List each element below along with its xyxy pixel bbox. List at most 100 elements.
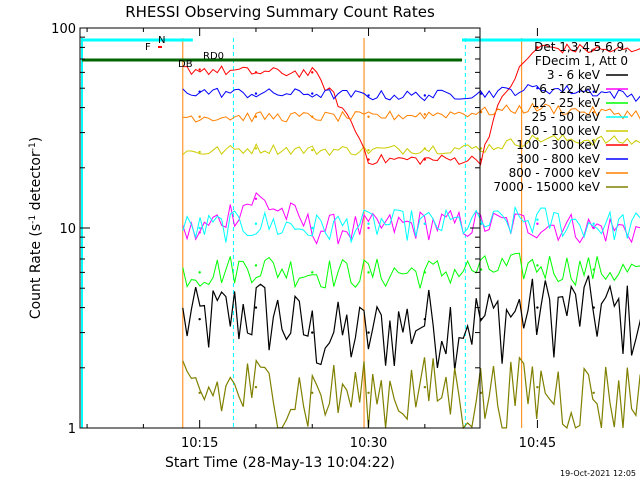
data-point-3-3 <box>367 222 370 225</box>
data-point-8-4 <box>423 385 427 389</box>
data-point-2-6 <box>536 264 539 267</box>
data-point-0-0 <box>198 317 201 321</box>
data-point-3-6 <box>536 218 539 221</box>
data-point-8-6 <box>536 385 539 389</box>
data-point-4-5 <box>479 147 483 150</box>
legend-entry-label-0: 3 - 6 keV <box>547 68 601 82</box>
data-point-6-0 <box>198 90 201 93</box>
data-point-3-4 <box>423 222 427 225</box>
data-point-5-0 <box>198 68 201 71</box>
data-point-3-2 <box>311 226 314 230</box>
data-point-7-0 <box>198 115 201 118</box>
data-point-2-3 <box>367 271 370 274</box>
legend-entry-label-1: 6 - 12 keV <box>539 82 601 96</box>
series-line-0 <box>182 275 640 371</box>
plot-area: NF RD0 DB <box>79 27 640 430</box>
flag-label-RD0: RD0 <box>203 51 224 62</box>
legend: Det 1,3,4,5,6,9,FDecim 1, Att 03 - 6 keV… <box>493 40 628 194</box>
data-point-8-5 <box>479 391 483 394</box>
data-point-0-2 <box>311 331 314 334</box>
data-point-5-2 <box>311 71 314 74</box>
data-point-2-1 <box>254 264 258 267</box>
legend-entry-label-5: 100 - 300 keV <box>516 138 600 152</box>
y-tick-label-2: 100 <box>51 22 76 37</box>
data-point-7-4 <box>423 113 427 116</box>
flag-label-DB: DB <box>178 59 193 70</box>
data-point-5-5 <box>479 158 483 161</box>
data-point-7-7 <box>592 110 595 114</box>
data-point-2-2 <box>311 271 314 274</box>
y-tick-label-1: 10 <box>59 222 76 237</box>
series-line-5 <box>182 43 640 166</box>
data-point-0-6 <box>536 306 539 309</box>
data-point-5-3 <box>367 158 370 161</box>
x-tick-label-2: 10:45 <box>519 436 556 451</box>
data-point-1-1 <box>254 197 258 200</box>
series-line-6 <box>182 83 640 103</box>
data-point-5-6 <box>536 46 539 49</box>
data-point-0-7 <box>592 306 595 309</box>
data-point-6-1 <box>254 92 258 95</box>
data-point-5-7 <box>592 48 595 51</box>
data-point-1-3 <box>367 226 370 230</box>
flag-label-F: F <box>145 42 151 53</box>
data-point-7-6 <box>536 106 539 109</box>
data-point-6-2 <box>311 92 314 95</box>
data-point-6-3 <box>367 94 370 97</box>
legend-header-0: Det 1,3,4,5,6,9, <box>534 40 628 54</box>
series-line-4 <box>182 133 640 157</box>
data-point-7-1 <box>254 115 258 118</box>
flag-label-N: N <box>158 35 165 46</box>
data-point-3-5 <box>479 222 483 225</box>
x-tick-label-1: 10:30 <box>350 436 387 451</box>
data-point-3-0 <box>198 226 201 230</box>
data-point-5-1 <box>254 71 258 74</box>
data-point-8-3 <box>367 391 370 394</box>
data-point-6-5 <box>479 92 483 95</box>
x-axis-label: Start Time (28-May-13 10:04:22) <box>165 455 395 471</box>
legend-entry-label-6: 300 - 800 keV <box>516 152 600 166</box>
series-line-2 <box>182 252 640 289</box>
data-point-2-7 <box>592 268 595 271</box>
data-point-8-7 <box>592 391 595 394</box>
series-line-3 <box>182 205 640 244</box>
chart-title: RHESSI Observing Summary Count Rates <box>125 3 435 21</box>
data-point-6-4 <box>423 94 427 97</box>
y-axis-label: Count Rate (s-1 detector-1) <box>28 137 44 319</box>
legend-entry-label-4: 50 - 100 keV <box>524 124 601 138</box>
y-tick-label-0: 1 <box>68 422 76 437</box>
data-point-4-3 <box>367 148 370 152</box>
data-point-1-6 <box>536 222 539 225</box>
data-point-3-1 <box>254 222 258 225</box>
data-point-6-7 <box>592 90 595 93</box>
data-point-4-6 <box>536 137 539 140</box>
data-point-0-5 <box>479 317 483 321</box>
data-point-7-5 <box>479 110 483 114</box>
data-point-2-4 <box>423 271 427 274</box>
data-point-1-0 <box>198 231 201 234</box>
x-tick-label-0: 10:15 <box>181 436 218 451</box>
data-point-8-1 <box>254 385 258 389</box>
legend-entry-label-7: 800 - 7000 keV <box>509 166 601 180</box>
y-axis: 1 10 100 <box>51 22 480 437</box>
data-point-7-2 <box>311 115 314 118</box>
data-point-2-5 <box>479 268 483 271</box>
generation-timestamp: 19-Oct-2021 12:05 <box>560 469 636 478</box>
data-point-3-7 <box>592 222 595 225</box>
data-point-4-2 <box>311 148 314 152</box>
legend-header-1: FDecim 1, Att 0 <box>535 54 628 68</box>
data-point-0-1 <box>254 306 258 309</box>
data-point-4-4 <box>423 147 427 150</box>
data-point-4-1 <box>254 147 258 150</box>
data-point-0-4 <box>423 317 427 321</box>
data-point-4-0 <box>198 150 201 154</box>
data-point-8-2 <box>311 391 314 394</box>
data-point-2-0 <box>198 271 201 274</box>
data-point-7-3 <box>367 115 370 118</box>
data-point-0-3 <box>367 331 370 334</box>
data-point-6-6 <box>536 87 539 90</box>
legend-entry-label-2: 12 - 25 keV <box>532 96 601 110</box>
